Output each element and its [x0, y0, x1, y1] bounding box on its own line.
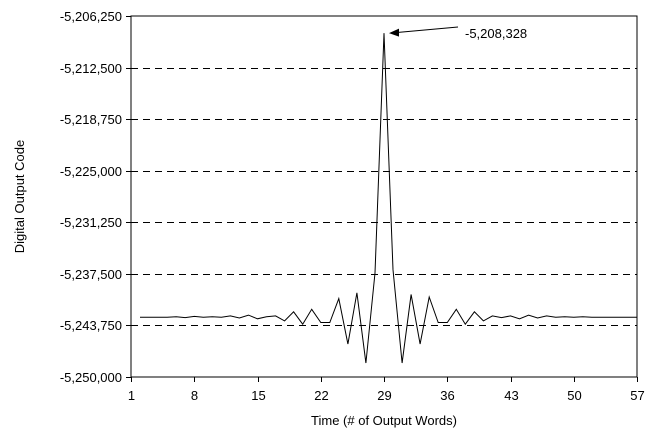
- plot-area-frame: [130, 15, 638, 378]
- y-tick-label: -5,237,500: [60, 267, 122, 282]
- annotation-label: -5,208,328: [465, 26, 527, 41]
- x-tick-label: 50: [567, 388, 581, 403]
- y-tick-label: -5,218,750: [60, 112, 122, 127]
- y-tick-label: -5,231,250: [60, 215, 122, 230]
- x-tick-label: 57: [630, 388, 644, 403]
- x-tick-label: 22: [314, 388, 328, 403]
- series-line: [140, 33, 637, 364]
- y-tick-label: -5,212,500: [60, 61, 122, 76]
- gridlines: [131, 68, 637, 326]
- x-tick-label: 1: [128, 388, 135, 403]
- annotation-arrowhead: [389, 28, 399, 37]
- x-tick-label: 15: [251, 388, 265, 403]
- x-axis-ticks: 1 8 15 22 29 36 43 50 57: [128, 377, 645, 403]
- annotation: -5,208,328: [389, 26, 527, 41]
- annotation-arrow-line: [396, 26, 459, 34]
- x-axis-title: Time (# of Output Words): [311, 413, 457, 428]
- y-tick-label: -5,243,750: [60, 318, 122, 333]
- x-tick-label: 36: [440, 388, 454, 403]
- y-tick-label: -5,206,250: [60, 9, 122, 24]
- y-tick-label: -5,225,000: [60, 164, 122, 179]
- x-tick-label: 43: [504, 388, 518, 403]
- x-tick-label: 8: [191, 388, 198, 403]
- y-axis-title: Digital Output Code: [12, 140, 27, 253]
- y-tick-label: -5,250,000: [60, 370, 122, 385]
- y-axis-ticks: -5,206,250 -5,212,500 -5,218,750 -5,225,000…: [60, 9, 131, 385]
- x-tick-label: 29: [377, 388, 391, 403]
